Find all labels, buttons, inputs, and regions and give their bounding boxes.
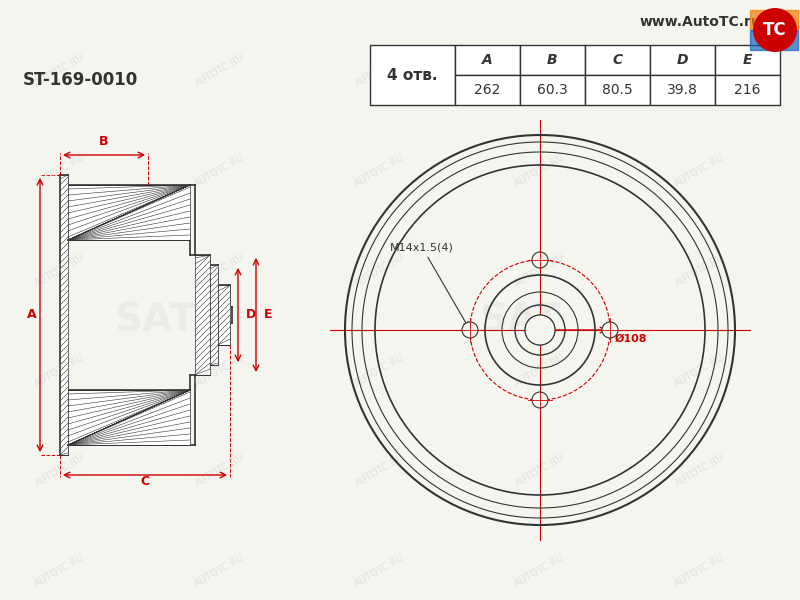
Text: D: D: [246, 308, 256, 322]
Text: AUTOTC.RU: AUTOTC.RU: [33, 52, 87, 88]
Text: E: E: [264, 308, 273, 322]
Bar: [650, 45, 715, 75]
Text: AUTOTC.RU: AUTOTC.RU: [673, 352, 727, 388]
Text: AUTOTC.RU: AUTOTC.RU: [513, 52, 567, 88]
Bar: [715, 75, 780, 105]
Bar: [370, 45, 455, 105]
Text: 262: 262: [474, 83, 501, 97]
Polygon shape: [195, 255, 210, 375]
Text: C: C: [613, 53, 622, 67]
Text: www.AutoTC.ru: www.AutoTC.ru: [639, 15, 761, 29]
Text: AUTOTC.RU: AUTOTC.RU: [353, 452, 407, 488]
Text: AUTOTC.RU: AUTOTC.RU: [33, 551, 87, 589]
Text: 60.3: 60.3: [537, 83, 568, 97]
Polygon shape: [750, 30, 798, 50]
Circle shape: [753, 8, 797, 52]
Text: AUTOTC.RU: AUTOTC.RU: [193, 352, 247, 388]
Text: AUTOTC.RU: AUTOTC.RU: [673, 52, 727, 88]
Text: AUTOTC.RU: AUTOTC.RU: [353, 551, 407, 589]
Bar: [585, 45, 650, 75]
Text: AUTOTC.RU: AUTOTC.RU: [193, 152, 247, 188]
Circle shape: [602, 322, 618, 338]
Text: ST-169-0010: ST-169-0010: [22, 71, 138, 89]
Bar: [585, 75, 650, 105]
Bar: [650, 75, 715, 105]
Text: B: B: [99, 135, 109, 148]
Text: AUTOTC.RU: AUTOTC.RU: [353, 152, 407, 188]
Text: Ø108: Ø108: [615, 334, 647, 344]
Polygon shape: [218, 285, 230, 345]
Text: AUTOTC.RU: AUTOTC.RU: [193, 452, 247, 488]
Text: AUTOTC.RU: AUTOTC.RU: [673, 452, 727, 488]
Circle shape: [532, 252, 548, 268]
Text: AUTOTC.RU: AUTOTC.RU: [353, 52, 407, 88]
Text: AUTOTC.RU: AUTOTC.RU: [513, 551, 567, 589]
Text: 80.5: 80.5: [602, 83, 633, 97]
Text: AUTOTC.RU: AUTOTC.RU: [673, 551, 727, 589]
Text: AUTOTC.RU: AUTOTC.RU: [353, 251, 407, 289]
Bar: [520, 75, 585, 105]
Circle shape: [462, 322, 478, 338]
Text: C: C: [141, 475, 150, 488]
Text: AUTOTC.RU: AUTOTC.RU: [33, 152, 87, 188]
Polygon shape: [210, 265, 218, 365]
Text: 216: 216: [734, 83, 761, 97]
Text: E: E: [742, 53, 752, 67]
Bar: [520, 45, 585, 75]
Polygon shape: [68, 185, 190, 240]
Text: AUTOTC.RU: AUTOTC.RU: [193, 551, 247, 589]
Circle shape: [532, 392, 548, 408]
Text: AUTOTC.RU: AUTOTC.RU: [673, 152, 727, 188]
Polygon shape: [68, 390, 190, 445]
Bar: [455, 75, 520, 105]
Text: 39.8: 39.8: [667, 83, 698, 97]
Text: M14x1.5(4): M14x1.5(4): [390, 242, 468, 326]
Text: SAT: SAT: [479, 301, 561, 339]
Polygon shape: [60, 175, 68, 455]
Bar: [715, 45, 780, 75]
Text: AUTOTC.RU: AUTOTC.RU: [513, 251, 567, 289]
Polygon shape: [750, 10, 798, 30]
Circle shape: [525, 315, 555, 345]
Text: AUTOTC.RU: AUTOTC.RU: [193, 52, 247, 88]
Text: 4 отв.: 4 отв.: [387, 67, 438, 82]
Text: AUTOTC.RU: AUTOTC.RU: [33, 452, 87, 488]
Text: A: A: [482, 53, 493, 67]
Text: TC: TC: [763, 21, 787, 39]
Text: AUTOTC.RU: AUTOTC.RU: [193, 251, 247, 289]
Text: AUTOTC.RU: AUTOTC.RU: [33, 251, 87, 289]
Text: AUTOTC.RU: AUTOTC.RU: [673, 251, 727, 289]
Text: D: D: [677, 53, 688, 67]
Bar: [455, 45, 520, 75]
Text: AUTOTC.RU: AUTOTC.RU: [353, 352, 407, 388]
Text: AUTOTC.RU: AUTOTC.RU: [513, 152, 567, 188]
Text: A: A: [27, 308, 37, 322]
Text: AUTOTC.RU: AUTOTC.RU: [33, 352, 87, 388]
Text: B: B: [547, 53, 558, 67]
Text: SAT: SAT: [114, 301, 196, 339]
Text: AUTOTC.RU: AUTOTC.RU: [513, 452, 567, 488]
Text: AUTOTC.RU: AUTOTC.RU: [513, 352, 567, 388]
